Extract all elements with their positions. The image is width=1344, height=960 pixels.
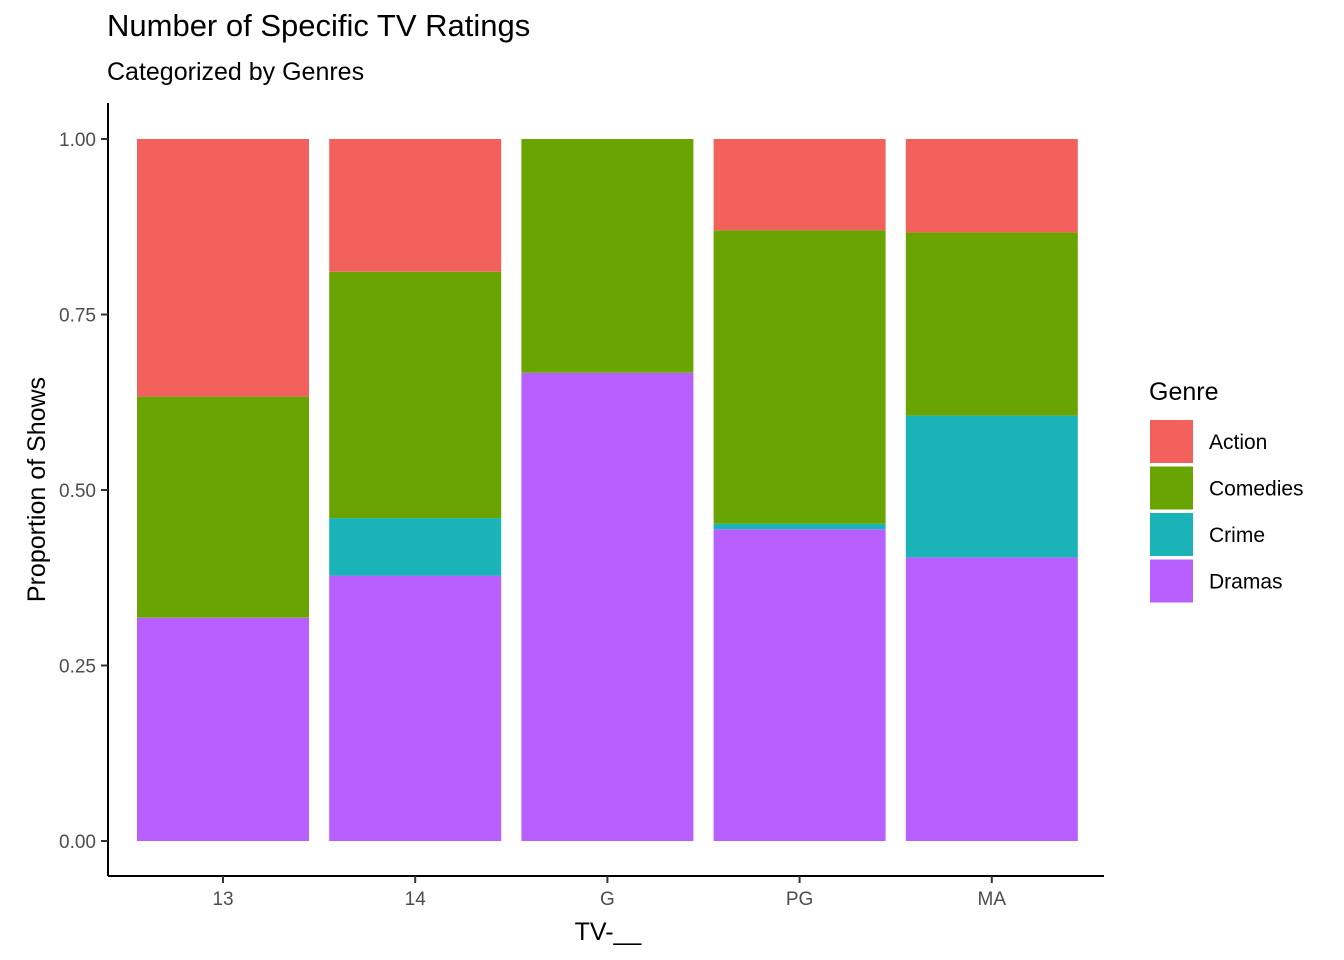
y-tick-label: 0.25 xyxy=(59,657,96,678)
legend-label-action: Action xyxy=(1209,431,1267,454)
y-tick-label: 0.00 xyxy=(59,832,96,853)
legend-label-dramas: Dramas xyxy=(1209,571,1283,594)
bar-13-action xyxy=(137,139,309,397)
x-tick-label: G xyxy=(600,889,615,910)
chart-subtitle: Categorized by Genres xyxy=(107,58,365,86)
legend-swatch-dramas xyxy=(1150,559,1193,603)
bar-ma-dramas xyxy=(905,557,1078,841)
x-tick-label: 13 xyxy=(212,889,233,910)
bar-14-dramas xyxy=(329,575,502,841)
legend-swatch-crime xyxy=(1150,513,1193,556)
bar-14-action xyxy=(329,139,502,272)
x-tick-label: PG xyxy=(786,889,813,910)
legend-title: Genre xyxy=(1149,378,1218,406)
bar-13-comedies xyxy=(137,396,309,618)
x-axis-ticks: 13 14 G PG MA xyxy=(212,876,1006,910)
x-tick-label: 14 xyxy=(405,889,427,910)
y-tick-label: 0.75 xyxy=(59,306,96,327)
legend-label-crime: Crime xyxy=(1209,524,1265,547)
bar-pg-action xyxy=(713,139,886,231)
bar-14-comedies xyxy=(329,271,502,519)
legend-swatch-action xyxy=(1150,420,1193,463)
legend: Genre Action Comedies Crime Dramas xyxy=(1149,378,1304,603)
bar-13-dramas xyxy=(137,617,309,841)
y-axis-title: Proportion of Shows xyxy=(23,377,51,602)
bar-pg-dramas xyxy=(713,529,886,841)
bar-g-dramas xyxy=(521,372,694,841)
bar-ma-comedies xyxy=(905,232,1078,416)
bar-ma-crime xyxy=(905,415,1078,558)
legend-swatch-comedies xyxy=(1150,466,1193,510)
bars-group xyxy=(137,139,1078,841)
x-tick-label: MA xyxy=(978,889,1007,910)
bar-ma-action xyxy=(905,139,1078,233)
y-axis-ticks: 0.00 0.25 0.50 0.75 1.00 xyxy=(59,130,108,853)
x-axis-title: TV-__ xyxy=(575,918,643,946)
bar-14-crime xyxy=(329,518,502,576)
bar-pg-crime xyxy=(713,523,886,530)
bar-g-comedies xyxy=(521,139,694,373)
legend-label-comedies: Comedies xyxy=(1209,478,1304,501)
y-tick-label: 1.00 xyxy=(59,130,96,151)
y-tick-label: 0.50 xyxy=(59,481,96,502)
bar-pg-comedies xyxy=(713,230,886,524)
chart-title: Number of Specific TV Ratings xyxy=(107,8,531,43)
